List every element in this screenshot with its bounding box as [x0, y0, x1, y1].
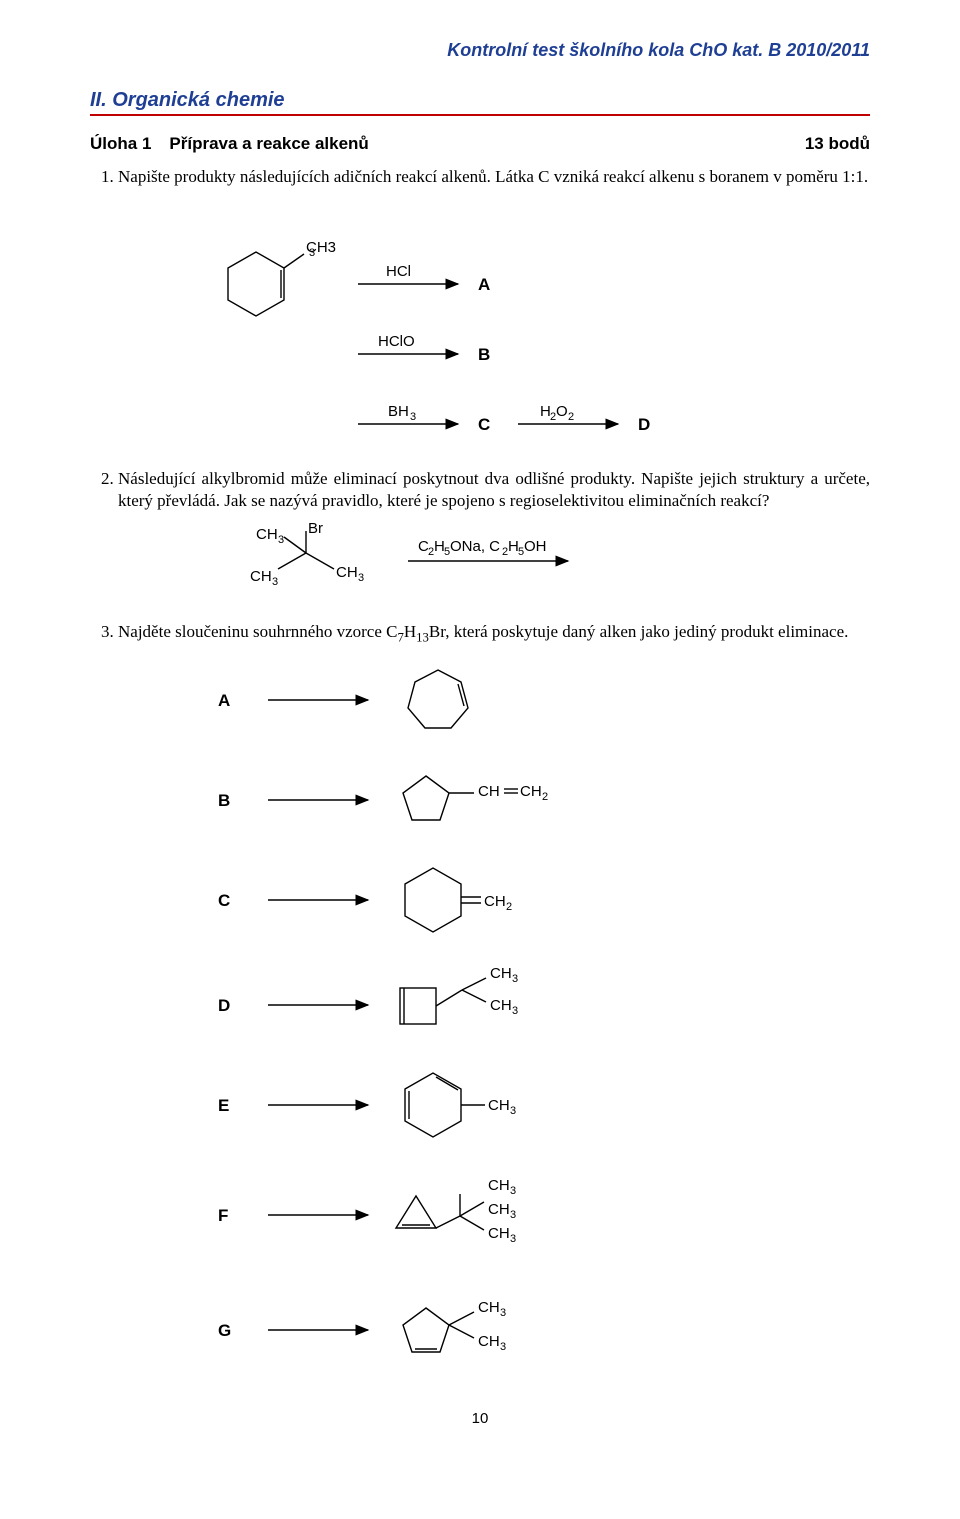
question-2: Následující alkylbromid může eliminací p…	[118, 468, 870, 612]
svg-text:3: 3	[500, 1307, 506, 1319]
scheme1-hclo: HClO	[378, 333, 415, 350]
svg-text:Br: Br	[308, 521, 323, 537]
scheme1-hcl: HCl	[386, 263, 411, 280]
svg-text:CH: CH	[336, 564, 358, 581]
svg-text:3: 3	[500, 1341, 506, 1353]
scheme-1: CH3 3 HCl A HClO B BH 3 C H	[158, 198, 870, 458]
task-number: Úloha 1	[90, 134, 151, 154]
svg-text:3: 3	[358, 572, 364, 584]
svg-text:3: 3	[512, 1005, 518, 1017]
svg-text:CH: CH	[478, 1333, 500, 1350]
svg-text:CH: CH	[478, 1299, 500, 1316]
svg-text:2: 2	[568, 411, 574, 423]
q3-sub2: 13	[416, 631, 429, 645]
products-block: A B CH CH	[158, 656, 870, 1386]
svg-text:3: 3	[510, 1233, 516, 1245]
page-number: 10	[90, 1410, 870, 1427]
label-D: D	[218, 996, 230, 1015]
page-header: Kontrolní test školního kola ChO kat. B …	[90, 40, 870, 61]
task-points: 13 bodů	[805, 134, 870, 154]
svg-text:CH: CH	[488, 1201, 510, 1218]
scheme1-B: B	[478, 345, 490, 364]
svg-text:3: 3	[510, 1209, 516, 1221]
task-row: Úloha 1 Příprava a reakce alkenů 13 bodů	[90, 134, 870, 154]
scheme1-A: A	[478, 275, 490, 294]
svg-text:O: O	[556, 403, 568, 420]
scheme1-D: D	[638, 415, 650, 434]
svg-text:CH: CH	[256, 526, 278, 543]
q3-mid: H	[404, 622, 416, 641]
svg-text:2: 2	[542, 791, 548, 803]
svg-text:CH: CH	[478, 783, 500, 800]
label-E: E	[218, 1096, 229, 1115]
q3-pre: Najděte sloučeninu souhrnného vzorce C	[118, 622, 397, 641]
label-B: B	[218, 791, 230, 810]
label-A: A	[218, 691, 230, 710]
svg-text:BH: BH	[388, 403, 409, 420]
svg-text:3: 3	[410, 411, 416, 423]
section-title: II. Organická chemie	[90, 89, 870, 112]
svg-text:3: 3	[272, 576, 278, 588]
svg-text:CH: CH	[488, 1097, 510, 1114]
label-F: F	[218, 1206, 228, 1225]
svg-text:CH: CH	[250, 568, 272, 585]
svg-text:CH: CH	[490, 997, 512, 1014]
question-3: Najděte sloučeninu souhrnného vzorce C7H…	[118, 621, 870, 1386]
svg-text:CH: CH	[490, 965, 512, 982]
question-1: Napište produkty následujících adičních …	[118, 166, 870, 458]
svg-text:3: 3	[512, 973, 518, 985]
red-rule	[90, 114, 870, 116]
svg-text:CH: CH	[484, 893, 506, 910]
svg-text:CH: CH	[488, 1177, 510, 1194]
label-C: C	[218, 891, 230, 910]
svg-text:3: 3	[510, 1105, 516, 1117]
svg-text:CH: CH	[488, 1225, 510, 1242]
scheme1-C: C	[478, 415, 490, 434]
svg-text:3: 3	[278, 534, 284, 546]
svg-text:3: 3	[309, 247, 315, 259]
label-G: G	[218, 1321, 231, 1340]
svg-text:ONa, C: ONa, C	[450, 538, 500, 555]
q2-text: Následující alkylbromid může eliminací p…	[118, 469, 870, 510]
svg-text:2: 2	[506, 901, 512, 913]
svg-text:CH: CH	[520, 783, 542, 800]
q3-post: Br, která poskytuje daný alken jako jedi…	[429, 622, 848, 641]
svg-text:OH: OH	[524, 538, 547, 555]
task-name: Příprava a reakce alkenů	[169, 134, 804, 154]
scheme-2: CH 3 Br CH 3 CH 3 C 2 H 5 ONa, C 2 H 5	[158, 521, 870, 611]
svg-text:3: 3	[510, 1185, 516, 1197]
q1-text: Napište produkty následujících adičních …	[118, 167, 868, 186]
